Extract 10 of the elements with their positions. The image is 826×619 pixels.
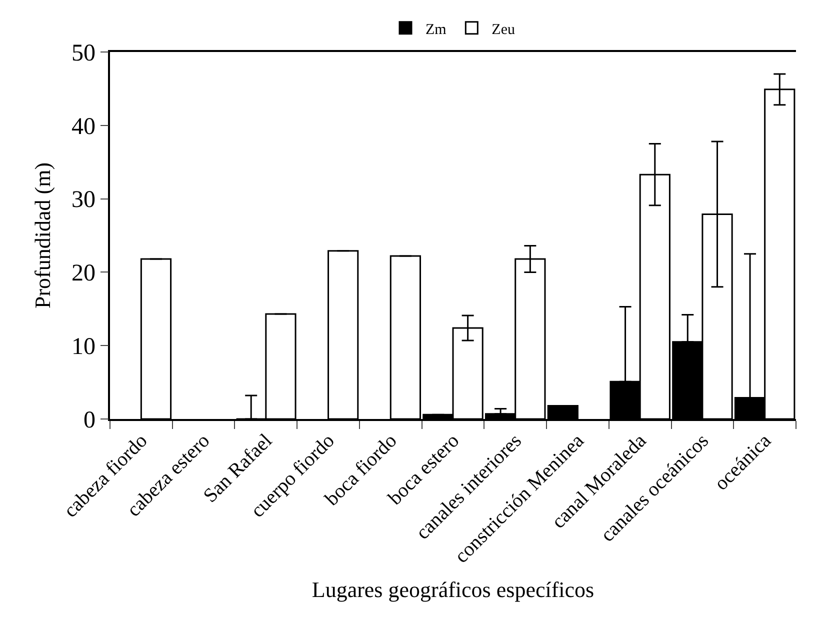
y-tick-label: 30 — [71, 187, 96, 214]
y-axis-title: Profundidad (m) — [30, 162, 55, 309]
y-tick-label: 20 — [71, 260, 96, 287]
legend-label: Zm — [426, 22, 447, 38]
legend-label: Zeu — [492, 22, 516, 38]
x-axis-title: Lugares geográficos específicos — [312, 576, 594, 602]
y-tick-label: 0 — [83, 407, 96, 434]
y-tick-label: 50 — [71, 40, 96, 66]
y-tick-label: 10 — [71, 334, 96, 360]
y-tick-label: 40 — [71, 114, 96, 140]
